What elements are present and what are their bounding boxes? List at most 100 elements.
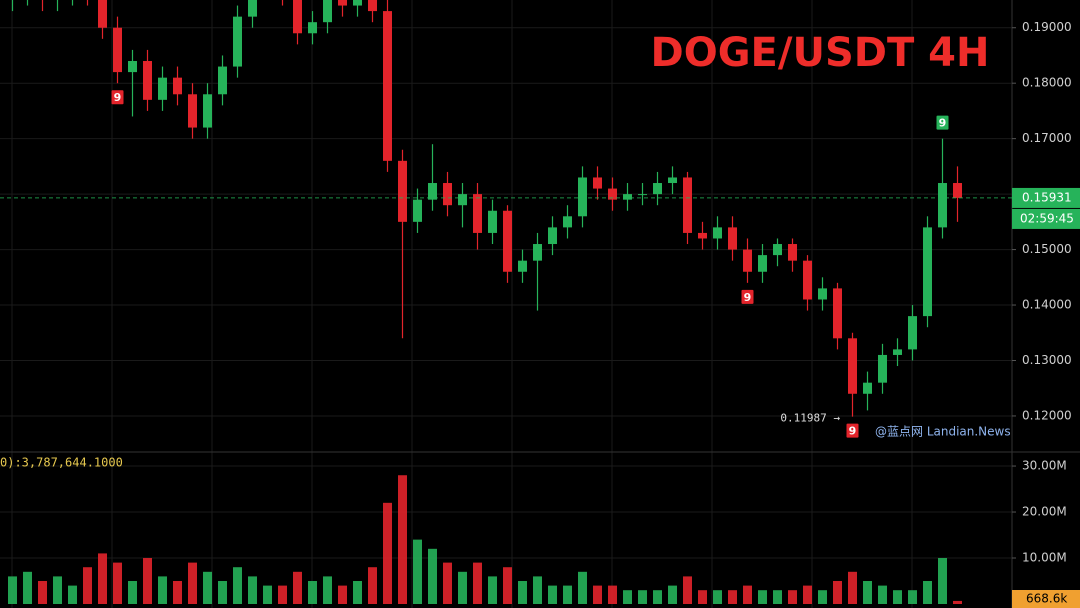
candle-body (458, 194, 467, 206)
candle-body (173, 77, 182, 95)
volume-bar (53, 576, 62, 604)
volume-bar (68, 585, 77, 604)
last-volume-box (1012, 590, 1080, 608)
candle-body (923, 227, 932, 317)
candle-body (533, 244, 542, 261)
candle-body (938, 183, 947, 228)
volume-bar (368, 567, 377, 604)
candle-body (908, 316, 917, 350)
volume-bar (278, 585, 287, 604)
candle-body (353, 0, 362, 6)
chart-title: DOGE/USDT 4H (651, 30, 990, 76)
candle-body (593, 177, 602, 189)
volume-bar (713, 590, 722, 604)
candle-body (218, 66, 227, 95)
td-marker-box (111, 90, 124, 105)
candle-body (473, 194, 482, 233)
volume-bar (8, 576, 17, 604)
y-tick-label: 0.15000 (1022, 242, 1072, 256)
td-marker-box (741, 289, 754, 304)
volume-bar (203, 571, 212, 604)
candle-body (503, 210, 512, 272)
volume-bar (308, 581, 317, 604)
volume-bar (233, 567, 242, 604)
volume-bar (158, 576, 167, 604)
volume-tick-label: 20.00M (1022, 505, 1067, 519)
candle-body (548, 227, 557, 245)
volume-bar (758, 590, 767, 604)
volume-bar (638, 590, 647, 604)
candle-body (638, 194, 647, 196)
candle-body (443, 183, 452, 206)
volume-bar (548, 585, 557, 604)
volume-bar (113, 562, 122, 604)
volume-bar (698, 590, 707, 604)
volume-bar (608, 585, 617, 604)
volume-bar (98, 553, 107, 604)
candle-body (818, 288, 827, 300)
candle-body (758, 255, 767, 272)
volume-bar (593, 585, 602, 604)
volume-bar (863, 581, 872, 604)
volume-bar (143, 558, 152, 604)
volume-bar (728, 590, 737, 604)
volume-bar (218, 581, 227, 604)
volume-bar (623, 590, 632, 604)
volume-bar (338, 585, 347, 604)
volume-bar (428, 548, 437, 604)
y-tick-label: 0.19000 (1022, 20, 1072, 34)
candle-body (113, 27, 122, 73)
td-marker: 9 (939, 117, 947, 130)
candle-body (578, 177, 587, 217)
volume-bar (818, 590, 827, 604)
volume-bar (923, 581, 932, 604)
candle-body (128, 61, 137, 73)
candle-body (698, 232, 707, 239)
volume-bar (773, 590, 782, 604)
volume-bar (908, 590, 917, 604)
volume-bar (488, 576, 497, 604)
volume-bar (128, 581, 137, 604)
candle-body (878, 354, 887, 383)
td-marker-box (846, 423, 859, 438)
volume-bar (563, 585, 572, 604)
candle-body (143, 61, 152, 100)
volume-bar (293, 571, 302, 604)
candle-body (803, 260, 812, 300)
candle-body (98, 0, 107, 28)
countdown: 02:59:45 (1020, 211, 1074, 225)
candle-body (608, 188, 617, 200)
volume-bar (653, 590, 662, 604)
volume-bar (248, 576, 257, 604)
volume-bar (938, 558, 947, 604)
candle-body (293, 0, 302, 34)
volume-bar (188, 562, 197, 604)
volume-bar (503, 567, 512, 604)
candle-body (488, 210, 497, 233)
candle-body (383, 11, 392, 161)
candle-body (773, 244, 782, 256)
candle-body (788, 244, 797, 261)
volume-bar (953, 600, 962, 604)
y-tick-label: 0.18000 (1022, 76, 1072, 90)
volume-bar (83, 567, 92, 604)
volume-bar (668, 585, 677, 604)
volume-bar (443, 562, 452, 604)
candle-body (863, 382, 872, 394)
candle-body (398, 160, 407, 222)
candle-body (683, 177, 692, 233)
candle-body (323, 0, 332, 23)
last-price-label: 0.15931 (1022, 190, 1072, 204)
y-tick-label: 0.14000 (1022, 298, 1072, 312)
candle-body (248, 0, 257, 17)
candle-body (188, 94, 197, 128)
candle-body (893, 349, 902, 355)
td-marker: 9 (114, 91, 122, 104)
last-price-box (1012, 187, 1080, 208)
candle-body (623, 194, 632, 200)
candle-body (518, 260, 527, 272)
volume-bar (848, 571, 857, 604)
